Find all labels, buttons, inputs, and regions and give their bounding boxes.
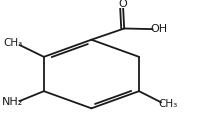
Text: NH₂: NH₂ bbox=[2, 97, 23, 107]
Text: OH: OH bbox=[150, 24, 167, 34]
Text: CH₃: CH₃ bbox=[158, 99, 177, 109]
Text: O: O bbox=[119, 0, 128, 9]
Text: CH₃: CH₃ bbox=[4, 38, 23, 48]
